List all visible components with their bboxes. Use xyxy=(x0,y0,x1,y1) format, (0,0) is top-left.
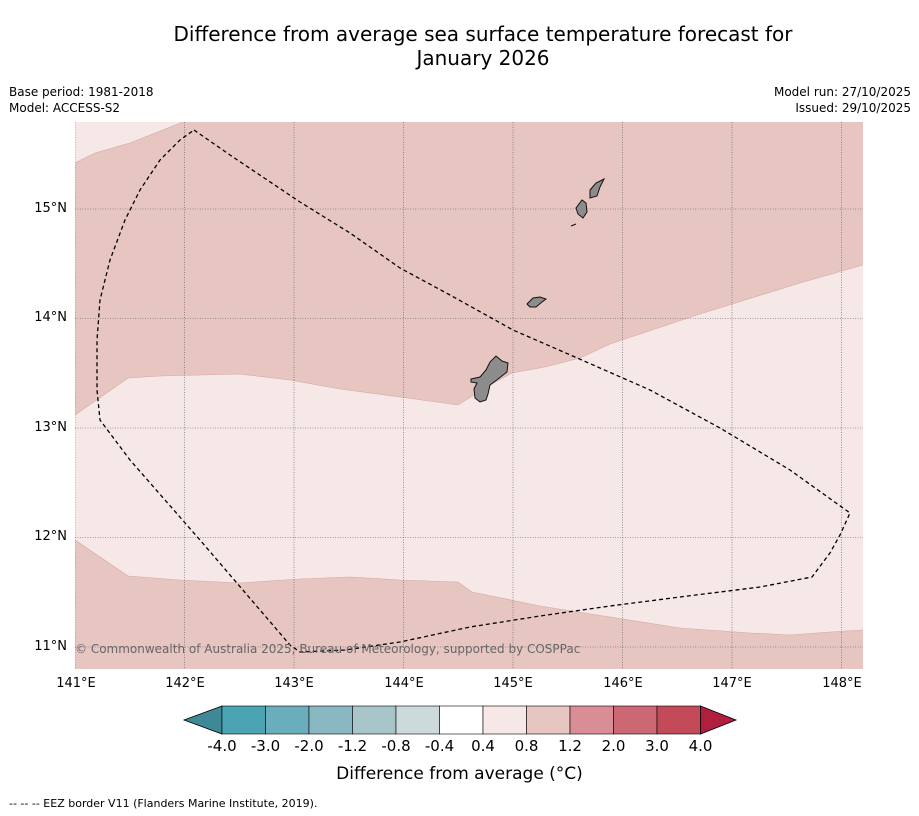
lon-label-143e: 143°E xyxy=(274,676,314,691)
colorbar-swatch xyxy=(308,705,353,735)
colorbar-tick-label: -4.0 xyxy=(207,737,237,755)
model-name: Model: ACCESS-S2 xyxy=(9,101,121,115)
colorbar-under-arrow xyxy=(182,705,223,735)
title-line-1: Difference from average sea surface temp… xyxy=(173,22,793,46)
colorbar-swatch xyxy=(395,705,440,735)
colorbar xyxy=(182,705,738,735)
footer-legend: -- -- -- EEZ border V11 (Flanders Marine… xyxy=(9,797,318,810)
colorbar-swatch xyxy=(526,705,571,735)
colorbar-tick-label: -1.2 xyxy=(337,737,368,755)
colorbar-over-arrow xyxy=(700,705,738,735)
colorbar-tick-label: 2.0 xyxy=(601,737,626,755)
colorbar-tick-label: 0.8 xyxy=(514,737,539,755)
meta-right: Model run: 27/10/2025 Issued: 29/10/2025 xyxy=(774,84,911,116)
colorbar-swatch xyxy=(656,705,701,735)
lon-label-148e: 148°E xyxy=(822,676,862,691)
eez-border xyxy=(96,129,851,653)
colorbar-swatch xyxy=(613,705,658,735)
colorbar-swatch xyxy=(352,705,397,735)
island-rota xyxy=(526,296,548,308)
colorbar-tick-label: 1.2 xyxy=(558,737,582,755)
title-line-2: January 2026 xyxy=(416,46,550,70)
colorbar-tick-label: 4.0 xyxy=(688,737,713,755)
island-aguijan xyxy=(570,223,577,227)
colorbar-tick-label: 0.4 xyxy=(471,737,495,755)
lat-label-11n: 11°N xyxy=(34,639,67,654)
anomaly-region-north xyxy=(75,122,863,415)
lon-label-147e: 147°E xyxy=(712,676,752,691)
colorbar-swatch xyxy=(221,705,266,735)
meta-left: Base period: 1981-2018 Model: ACCESS-S2 xyxy=(9,84,154,116)
lat-label-14n: 14°N xyxy=(34,310,67,325)
colorbar-tick-label: -2.0 xyxy=(294,737,324,755)
lon-label-146e: 146°E xyxy=(603,676,643,691)
base-period: Base period: 1981-2018 xyxy=(9,85,154,99)
issued-date: Issued: 29/10/2025 xyxy=(795,101,911,115)
colorbar-swatch xyxy=(265,705,310,735)
lon-label-145e: 145°E xyxy=(493,676,533,691)
colorbar-swatch xyxy=(482,705,527,735)
lat-label-12n: 12°N xyxy=(34,529,67,544)
copyright-text: © Commonwealth of Australia 2025, Bureau… xyxy=(75,642,580,656)
lon-label-144e: 144°E xyxy=(384,676,424,691)
gridlines xyxy=(75,122,863,669)
model-run: Model run: 27/10/2025 xyxy=(773,85,911,99)
colorbar-title: Difference from average (°C) xyxy=(336,764,583,784)
colorbar-swatch xyxy=(569,705,614,735)
colorbar-tick-label: -0.4 xyxy=(424,737,455,755)
lon-label-142e: 142°E xyxy=(165,676,205,691)
land-islands xyxy=(470,177,606,403)
colorbar-swatch xyxy=(439,705,484,735)
anomaly-region-south xyxy=(75,540,863,669)
colorbar-tick-label: -0.8 xyxy=(381,737,411,755)
lat-label-13n: 13°N xyxy=(34,420,67,435)
lat-label-15n: 15°N xyxy=(34,201,67,216)
island-saipan xyxy=(589,177,606,199)
island-tinian xyxy=(575,199,588,219)
colorbar-tick-label: -3.0 xyxy=(250,737,281,755)
island-guam xyxy=(470,355,509,403)
colorbar-tick-label: 3.0 xyxy=(645,737,669,755)
lon-label-141e: 141°E xyxy=(56,676,96,691)
chart-title: Difference from average sea surface temp… xyxy=(0,22,919,70)
